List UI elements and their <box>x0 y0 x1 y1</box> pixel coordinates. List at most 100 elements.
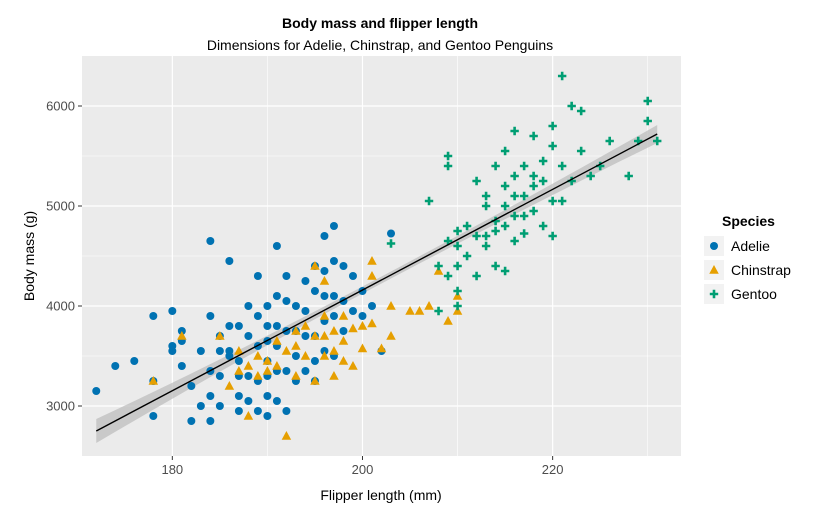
point-chinstrap <box>243 361 254 370</box>
data-points <box>92 71 662 440</box>
point-chinstrap <box>262 356 273 365</box>
point-adelie <box>187 417 196 425</box>
point-gentoo <box>510 171 519 181</box>
point-adelie <box>92 387 101 395</box>
point-adelie <box>291 302 300 310</box>
point-gentoo <box>491 226 500 236</box>
legend-marker-adelie <box>710 242 718 250</box>
point-chinstrap <box>443 316 453 325</box>
point-gentoo <box>510 126 519 136</box>
point-chinstrap <box>367 271 377 280</box>
point-gentoo <box>424 196 434 206</box>
point-chinstrap <box>300 321 311 330</box>
point-chinstrap <box>348 323 358 333</box>
point-chinstrap <box>281 431 292 440</box>
point-chinstrap <box>272 336 282 345</box>
point-adelie <box>282 272 291 280</box>
point-gentoo <box>548 121 557 131</box>
point-adelie <box>215 402 224 410</box>
point-chinstrap <box>234 346 244 355</box>
legend-label-adelie: Adelie <box>731 238 770 254</box>
point-gentoo <box>443 271 453 281</box>
point-gentoo <box>529 206 538 216</box>
point-gentoo <box>481 231 491 241</box>
point-adelie <box>215 372 224 380</box>
point-adelie <box>263 302 272 310</box>
point-chinstrap <box>291 326 301 335</box>
point-adelie <box>301 277 310 285</box>
point-gentoo <box>567 101 576 111</box>
point-adelie <box>206 417 215 425</box>
point-gentoo <box>453 226 462 236</box>
point-chinstrap <box>224 381 235 390</box>
point-chinstrap <box>310 376 320 385</box>
point-gentoo <box>538 176 548 186</box>
point-chinstrap <box>234 366 244 375</box>
point-adelie <box>234 322 243 330</box>
point-adelie <box>253 312 262 320</box>
point-adelie <box>282 297 291 305</box>
point-adelie <box>310 357 319 365</box>
point-chinstrap <box>291 341 301 350</box>
point-gentoo <box>510 236 519 246</box>
point-gentoo <box>605 136 614 146</box>
point-adelie <box>244 397 253 405</box>
point-chinstrap <box>329 346 339 355</box>
point-adelie <box>329 222 338 230</box>
point-gentoo <box>443 161 453 171</box>
point-chinstrap <box>338 336 349 345</box>
point-chinstrap <box>272 361 282 370</box>
point-adelie <box>329 292 338 300</box>
point-adelie <box>272 292 281 300</box>
point-chinstrap <box>386 301 396 310</box>
point-chinstrap <box>148 376 159 385</box>
point-chinstrap <box>405 306 415 315</box>
point-adelie <box>253 407 262 415</box>
point-gentoo <box>529 181 538 191</box>
point-gentoo <box>472 176 481 186</box>
point-gentoo <box>510 211 519 221</box>
point-gentoo <box>519 229 529 238</box>
legend-marker-gentoo <box>709 289 719 299</box>
point-chinstrap <box>452 306 463 315</box>
point-gentoo <box>538 156 548 166</box>
point-adelie <box>234 407 243 415</box>
point-chinstrap <box>348 361 358 370</box>
point-chinstrap <box>367 256 377 265</box>
point-adelie <box>291 352 300 360</box>
x-tick-label: 180 <box>161 462 183 477</box>
point-adelie <box>348 307 357 315</box>
point-chinstrap <box>310 331 320 340</box>
point-chinstrap <box>338 311 349 320</box>
point-chinstrap <box>319 276 330 285</box>
point-chinstrap <box>386 331 396 340</box>
point-gentoo <box>443 236 453 246</box>
y-tick-label: 6000 <box>46 99 75 114</box>
legend-label-chinstrap: Chinstrap <box>731 262 791 278</box>
point-gentoo <box>491 161 500 171</box>
point-adelie <box>244 302 253 310</box>
point-gentoo <box>519 211 529 221</box>
point-adelie <box>196 402 205 410</box>
point-chinstrap <box>253 371 263 380</box>
point-chinstrap <box>357 321 368 330</box>
point-chinstrap <box>424 301 434 310</box>
chart-subtitle: Dimensions for Adelie, Chinstrap, and Ge… <box>207 37 553 53</box>
point-gentoo <box>576 106 586 116</box>
point-gentoo <box>453 241 462 251</box>
point-gentoo <box>462 221 472 231</box>
legend-title: Species <box>722 213 775 229</box>
point-gentoo <box>643 96 652 106</box>
point-gentoo <box>643 116 652 126</box>
point-gentoo <box>481 201 491 211</box>
point-chinstrap <box>310 261 320 270</box>
point-gentoo <box>519 191 529 201</box>
point-gentoo <box>472 231 481 241</box>
point-chinstrap <box>319 331 330 340</box>
point-adelie <box>263 322 272 330</box>
x-tick-label: 200 <box>352 462 374 477</box>
point-adelie <box>301 367 310 375</box>
x-axis-label: Flipper length (mm) <box>320 487 441 503</box>
point-chinstrap <box>215 331 225 340</box>
point-gentoo <box>472 271 481 281</box>
